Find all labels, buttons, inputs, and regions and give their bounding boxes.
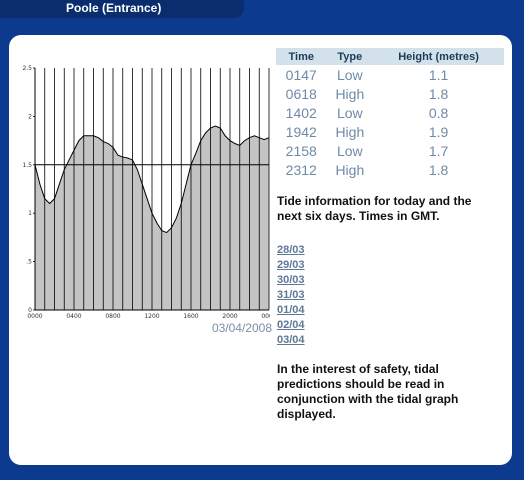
type-cell: Low	[336, 142, 363, 159]
type-cell: High	[335, 161, 365, 178]
y-tick-label: 1	[28, 210, 32, 217]
table-row: 2158 Low 1.7	[276, 141, 504, 160]
location-title: Poole (Entrance)	[66, 1, 162, 15]
header-height: Height (metres)	[373, 48, 504, 65]
type-cell: Low	[336, 104, 363, 121]
type-cell: High	[335, 123, 365, 140]
time-cell: 2312	[285, 161, 317, 178]
time-cell: 1942	[285, 123, 317, 140]
y-tick-label: 2	[28, 113, 32, 120]
date-link[interactable]: 28/03	[277, 244, 305, 256]
height-cell: 0.8	[428, 104, 449, 121]
x-tick-label: 0800	[105, 313, 120, 320]
height-cell: 1.8	[428, 85, 449, 102]
header-time: Time	[276, 48, 327, 65]
time-cell: 0618	[285, 85, 317, 102]
table-row: 0147 Low 1.1	[276, 65, 504, 84]
time-cell: 0147	[285, 66, 317, 83]
tide-table: Time Type Height (metres) 0147 Low 1.1 0…	[276, 48, 504, 179]
time-cell: 1402	[285, 104, 317, 121]
table-row: 1402 Low 0.8	[276, 103, 504, 122]
x-tick-label: 0000	[27, 313, 42, 320]
x-tick-label: 2000	[222, 313, 237, 320]
height-cell: 1.8	[428, 161, 449, 178]
location-tab: Poole (Entrance)	[0, 0, 244, 18]
height-cell: 1.7	[428, 142, 449, 159]
y-tick-label: .5	[26, 259, 32, 266]
type-cell: High	[335, 85, 365, 102]
x-tick-label: 0400	[66, 313, 81, 320]
table-row: 2312 High 1.8	[276, 160, 504, 179]
height-cell: 1.9	[428, 123, 449, 140]
x-tick-label: 1200	[144, 313, 159, 320]
date-link[interactable]: 30/03	[277, 274, 305, 286]
type-cell: Low	[336, 66, 363, 83]
time-cell: 2158	[285, 142, 317, 159]
x-tick-label: 1600	[183, 313, 198, 320]
table-row: 0618 High 1.8	[276, 84, 504, 103]
x-tick-label: 0000	[261, 313, 270, 320]
date-link[interactable]: 31/03	[277, 289, 305, 301]
height-cell: 1.1	[428, 66, 449, 83]
date-link[interactable]: 02/04	[277, 319, 305, 331]
y-tick-label: 2.5	[22, 65, 32, 72]
tide-line	[34, 125, 270, 234]
y-tick-label: 1.5	[22, 162, 32, 169]
header-type: Type	[326, 48, 374, 65]
date-link[interactable]: 29/03	[277, 259, 305, 271]
top-bar: Poole (Entrance)	[0, 0, 524, 30]
tide-info-text: Tide information for today and the next …	[277, 194, 472, 223]
current-date: 03/04/2008	[211, 321, 272, 335]
tide-chart: 0 .5 1 1.5 2 2.5 0000 0400 0800 1200 1600 2000 0000	[22, 65, 270, 320]
date-link[interactable]: 03/04	[277, 334, 305, 346]
table-row: 1942 High 1.9	[276, 122, 504, 141]
safety-notice: In the interest of safety, tidal predict…	[277, 362, 459, 421]
table-header-row: Time Type Height (metres)	[276, 48, 504, 65]
y-tick-label: 0	[28, 307, 32, 314]
date-links: 28/03 29/03 30/03 31/03 01/04 02/04 03/0…	[277, 243, 305, 348]
date-link[interactable]: 01/04	[277, 304, 305, 316]
